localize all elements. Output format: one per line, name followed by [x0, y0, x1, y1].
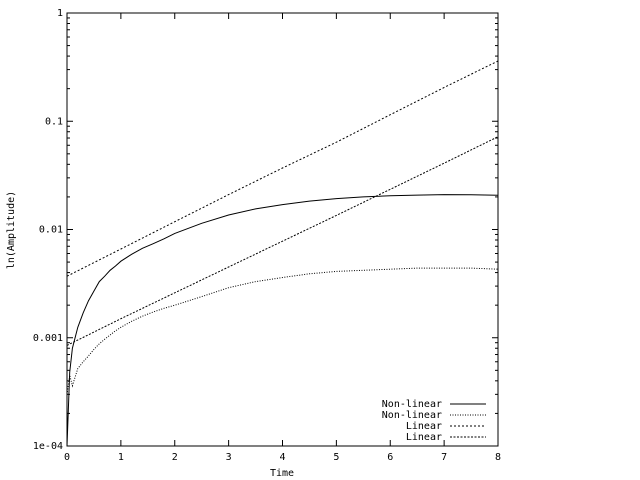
x-tick-label: 8 [495, 452, 501, 463]
x-axis-label: Time [270, 468, 294, 479]
series-line-2 [66, 60, 499, 277]
y-tick-label: 1 [57, 8, 63, 19]
legend-label: Non-linear [382, 399, 442, 410]
series-line-0 [66, 194, 499, 447]
y-axis-ticks: 1e-04 0.001 0.01 0.1 1 [33, 8, 498, 452]
x-tick-label: 7 [441, 452, 447, 463]
series-line-1 [66, 267, 499, 395]
plot-frame [66, 12, 499, 447]
x-tick-label: 2 [172, 452, 178, 463]
legend-label: Linear [406, 421, 442, 432]
y-axis-label: ln(Amplitude) [6, 191, 17, 269]
x-axis-ticks: 0 1 2 3 4 5 6 7 8 [64, 13, 501, 463]
series-group [66, 60, 499, 447]
series-line-3 [66, 136, 499, 346]
x-tick-label: 6 [387, 452, 393, 463]
legend-label: Non-linear [382, 410, 442, 421]
y-tick-label: 0.001 [33, 333, 63, 344]
x-tick-label: 1 [118, 452, 124, 463]
x-tick-label: 3 [226, 452, 232, 463]
y-tick-label: 0.01 [39, 225, 63, 236]
x-tick-label: 0 [64, 452, 70, 463]
x-tick-label: 4 [279, 452, 285, 463]
legend-label: Linear [406, 432, 442, 443]
y-tick-label: 0.1 [45, 116, 63, 127]
y-tick-label: 1e-04 [33, 441, 63, 452]
x-tick-label: 5 [333, 452, 339, 463]
